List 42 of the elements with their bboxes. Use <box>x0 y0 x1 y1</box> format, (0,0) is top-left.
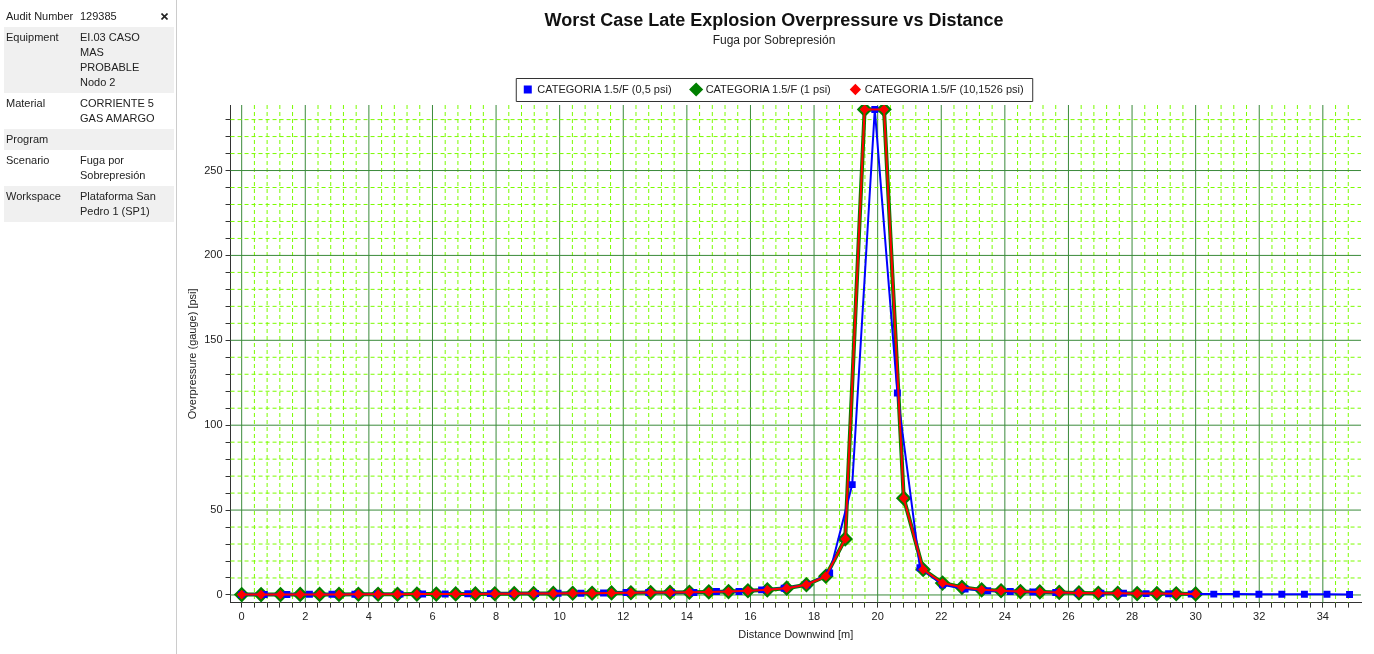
x-tick-label: 26 <box>1062 610 1075 623</box>
x-tick-label: 28 <box>1125 610 1139 623</box>
category-label: Scenario <box>6 153 51 168</box>
y-tick-label: 150 <box>204 333 223 346</box>
text: CORRIENTE 5 GAS AMARGO <box>80 97 155 124</box>
legend-label: CATEGORIA 1.5/F (10,1526 psi) <box>864 82 1024 95</box>
category-label: Program <box>6 132 50 147</box>
x-tick-label: 8 <box>493 610 500 623</box>
y-tick-label: 250 <box>204 163 223 176</box>
x-tick-label: 12 <box>617 610 630 623</box>
category-label: Audit Number <box>6 9 75 24</box>
y-axis-title: Overpressure (gauge) [psi] <box>185 288 198 420</box>
chart-title: Worst Case Late Explosion Overpressure vs Distance <box>544 9 1004 30</box>
x-tick-label: 0 <box>238 610 245 623</box>
x-tick-label: 10 <box>553 610 566 623</box>
x-tick-label: 34 <box>1316 610 1329 623</box>
x-tick-label: 32 <box>1253 610 1266 623</box>
text: Plataforma San Pedro 1 (SP1) <box>80 190 156 217</box>
y-tick-label: 100 <box>204 418 223 431</box>
x-tick-label: 30 <box>1189 610 1202 623</box>
y-tick-label: 50 <box>210 503 223 516</box>
x-tick-label: 6 <box>429 610 436 623</box>
x-tick-label: 18 <box>807 610 821 623</box>
x-tick-label: 22 <box>935 610 948 623</box>
legend-label: CATEGORIA 1.5/F (0,5 psi) <box>537 82 672 95</box>
text: EI.03 CASO MAS PROBABLE Nodo 2 <box>80 31 140 88</box>
x-tick-label: 24 <box>998 610 1011 623</box>
legend-label: CATEGORIA 1.5/F (1 psi) <box>705 82 831 95</box>
category-label: Material <box>6 96 47 111</box>
x-tick-label: 14 <box>680 610 693 623</box>
x-tick-label: 2 <box>302 610 309 623</box>
category-label: Workspace <box>6 189 62 204</box>
x-tick-label: 4 <box>365 610 372 623</box>
x-axis-title: Distance Downwind [m] <box>738 628 854 641</box>
x-tick-label: 16 <box>744 610 757 623</box>
y-tick-label: 200 <box>204 248 223 261</box>
text: Fuga por Sobrepresión <box>80 154 146 181</box>
y-tick-label: 0 <box>216 587 223 600</box>
category-label: Equipment <box>6 30 60 45</box>
x-tick-label: 20 <box>871 610 884 623</box>
text: 129385 <box>80 10 117 22</box>
chart-subtitle: Fuga por Sobrepresión <box>712 33 836 48</box>
